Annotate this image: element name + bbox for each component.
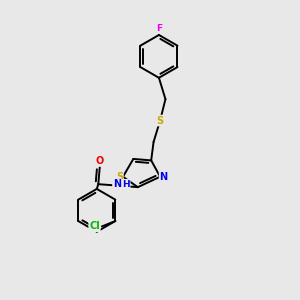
Text: N: N	[113, 179, 121, 189]
Text: S: S	[116, 172, 123, 182]
Text: S: S	[157, 116, 164, 126]
Text: F: F	[156, 24, 162, 33]
Text: Cl: Cl	[89, 221, 100, 231]
Text: N: N	[160, 172, 168, 182]
Text: O: O	[96, 156, 104, 166]
Text: H: H	[122, 180, 130, 189]
